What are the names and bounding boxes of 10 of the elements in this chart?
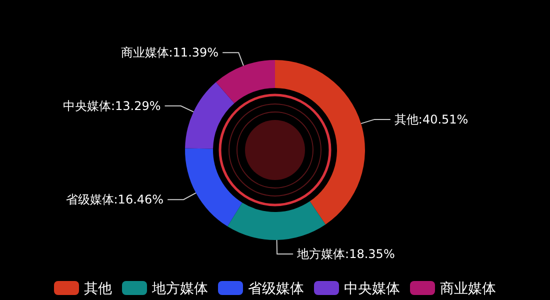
legend-label: 其他: [84, 281, 112, 297]
data-label: 商业媒体:11.39%: [120, 46, 219, 60]
data-label: 省级媒体:16.46%: [66, 192, 164, 207]
legend-label: 地方媒体: [151, 281, 208, 297]
legend-label: 商业媒体: [440, 281, 496, 297]
legend-label: 中央媒体: [344, 281, 400, 297]
data-label: 地方媒体:18.35%: [296, 246, 395, 261]
legend-label: 省级媒体: [248, 281, 304, 297]
data-label: 中央媒体:13.29%: [62, 98, 161, 113]
data-label: 其他:40.51%: [394, 112, 468, 126]
